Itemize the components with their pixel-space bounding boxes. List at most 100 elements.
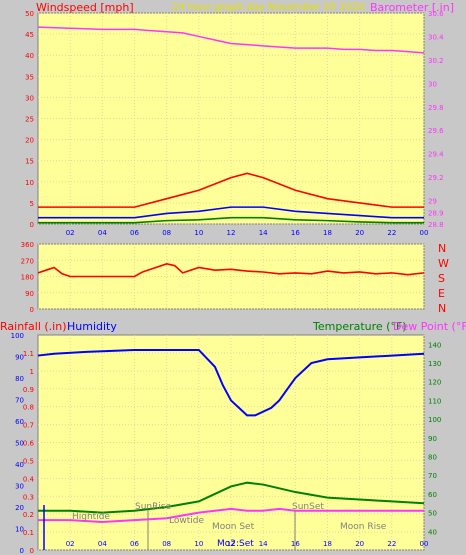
- y-temp-tick-label: 40: [428, 528, 437, 536]
- x-tick-label: 02: [66, 229, 75, 237]
- y-humidity-tick-label: 10: [15, 526, 24, 534]
- y-left-tick-label: 20: [25, 137, 34, 145]
- y-humidity-tick-label: 20: [15, 504, 24, 512]
- x-tick-label: 16: [291, 540, 300, 548]
- dewpoint-axis-label: Dew Point (°F): [393, 320, 466, 333]
- x-tick-label: 18: [323, 229, 332, 237]
- annotation-mo2set: Mo2:Set: [217, 539, 254, 549]
- y-direction-tick-label: 90: [25, 290, 34, 298]
- y-direction-tick-label: 180: [21, 274, 34, 282]
- y-humidity-tick-label: 100: [11, 332, 24, 340]
- x-tick-label: 18: [323, 540, 332, 548]
- annotation-sunset: SunSet: [292, 502, 324, 512]
- y-temp-tick-label: 140: [428, 341, 441, 349]
- y-temp-tick-label: 110: [428, 397, 441, 405]
- y-rain-tick-label: 1.1: [23, 350, 34, 358]
- x-tick-label: 04: [98, 229, 107, 237]
- y-rain-tick-label: 0: [30, 547, 34, 555]
- y-temp-tick-label: 130: [428, 360, 441, 368]
- compass-label: N: [438, 302, 446, 315]
- x-tick-label: 00: [420, 229, 429, 237]
- series-line-gust: [38, 172, 424, 208]
- y-left-tick-label: 40: [25, 52, 34, 60]
- y-right-tick-label: 30: [428, 80, 437, 88]
- y-right-tick-label: 29.2: [428, 174, 444, 182]
- y-humidity-tick-label: 90: [15, 354, 24, 362]
- series-line-wind-direction: [37, 263, 425, 278]
- y-temp-tick-label: 60: [428, 491, 437, 499]
- humidity-axis-label: Humidity: [67, 320, 117, 333]
- x-tick-label: 08: [162, 540, 171, 548]
- y-temp-tick-label: 70: [428, 472, 437, 480]
- chart-title: 24 hour graph day November 05 2020: [172, 2, 365, 13]
- y-right-tick-label: 30.2: [428, 57, 444, 65]
- x-tick-label: 10: [194, 229, 203, 237]
- x-tick-label: 14: [259, 229, 268, 237]
- y-left-tick-label: 35: [25, 73, 34, 81]
- temperature-axis-label: Temperature (°F): [312, 320, 407, 333]
- y-humidity-tick-label: 50: [15, 440, 24, 448]
- annotation-moonset: Moon Set: [212, 522, 255, 532]
- windspeed-axis-label: Windspeed [mph]: [36, 1, 134, 14]
- x-tick-label: 06: [130, 540, 139, 548]
- y-rain-tick-label: 0.1: [23, 529, 34, 537]
- x-tick-label: 02: [66, 540, 75, 548]
- y-temp-tick-label: 80: [428, 454, 437, 462]
- x-tick-label: 08: [162, 229, 171, 237]
- y-humidity-tick-label: 80: [15, 375, 24, 383]
- y-rain-tick-label: 0.5: [23, 457, 34, 465]
- y-rain-tick-label: 0.2: [23, 511, 34, 519]
- x-tick-label: 22: [387, 229, 396, 237]
- y-left-tick-label: 10: [25, 179, 34, 187]
- series-line-dew-point: [38, 507, 424, 523]
- y-left-tick-label: 25: [25, 116, 34, 124]
- series-line-temperature: [38, 481, 425, 514]
- y-humidity-tick-label: 70: [15, 397, 24, 405]
- x-tick-label: 04: [98, 540, 107, 548]
- x-tick-label: 16: [291, 229, 300, 237]
- series-line-barometer: [37, 26, 425, 54]
- y-rain-tick-label: 0.4: [23, 475, 35, 483]
- y-right-tick-label: 29.6: [428, 127, 444, 135]
- annotation-layer: Hightide SunRise Lowtide Moon Set SunSet…: [43, 502, 387, 550]
- y-right-tick-label: 29: [428, 198, 437, 206]
- series-line-humidity: [37, 348, 425, 417]
- series-line-wind: [38, 216, 424, 224]
- y-rain-tick-label: 1: [30, 368, 34, 376]
- y-rain-tick-label: 0.8: [23, 404, 34, 412]
- y-rain-tick-label: 0.9: [23, 386, 34, 394]
- y-direction-tick-label: 360: [21, 241, 34, 249]
- y-humidity-tick-label: 40: [15, 461, 24, 469]
- compass-label: W: [438, 257, 449, 270]
- y-right-tick-label: 28.9: [428, 209, 444, 217]
- y-right-tick-label: 30.4: [428, 33, 444, 41]
- y-rain-tick-label: 0.3: [23, 493, 34, 501]
- y-direction-tick-label: 0: [30, 306, 34, 314]
- compass-label: E: [438, 287, 445, 300]
- barometer-axis-label: Barometer [.in]: [370, 1, 454, 14]
- y-rain-tick-label: 0.6: [23, 440, 35, 448]
- y-left-tick-label: 30: [25, 94, 34, 102]
- y-humidity-tick-label: 30: [15, 483, 24, 491]
- compass-label: S: [438, 272, 445, 285]
- x-tick-label: 12: [227, 540, 236, 548]
- y-left-tick-label: 15: [25, 158, 34, 166]
- y-right-tick-label: 29.4: [428, 151, 444, 159]
- annotation-hightide: Hightide: [72, 512, 110, 522]
- y-direction-tick-label: 270: [21, 257, 34, 265]
- y-rain-tick-label: 0.7: [23, 422, 34, 430]
- y-temp-tick-label: 120: [428, 379, 441, 387]
- x-tick-label: 20: [355, 229, 364, 237]
- y-left-tick-label: 45: [25, 31, 34, 39]
- x-tick-label: 22: [387, 540, 396, 548]
- x-tick-label: 00: [420, 540, 429, 548]
- x-tick-label: 12: [227, 229, 236, 237]
- y-right-tick-label: 30.6: [428, 10, 444, 18]
- annotation-lowtide: Lowtide: [169, 516, 204, 526]
- y-temp-tick-label: 50: [428, 510, 437, 518]
- y-left-tick-label: 50: [25, 10, 34, 18]
- x-tick-label: 14: [259, 540, 268, 548]
- y-left-tick-label: 0: [30, 221, 34, 229]
